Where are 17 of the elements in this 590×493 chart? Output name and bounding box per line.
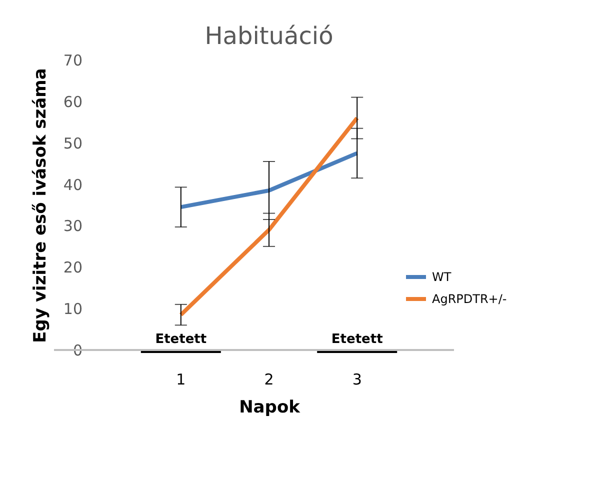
x-tick-label: 1	[176, 370, 186, 388]
annotation: Etetett	[155, 332, 207, 347]
x-tick-label: 2	[264, 370, 274, 388]
y-tick-label: 10	[63, 300, 82, 318]
legend-label: AgRPDTR+/-	[432, 292, 507, 306]
y-tick-label: 60	[63, 92, 82, 111]
y-tick-label: 50	[63, 134, 82, 152]
chart-title: Habituáció	[204, 22, 334, 50]
y-tick-label: 20	[63, 258, 82, 277]
y-tick-label: 30	[63, 217, 82, 236]
x-axis-title: Napok	[239, 398, 301, 418]
x-tick-label: 3	[352, 370, 362, 388]
legend-label: WT	[432, 270, 452, 284]
y-axis-title: Egy vizitre eső ivások száma	[30, 68, 50, 343]
annotation: Etetett	[331, 332, 383, 347]
y-tick-label: 70	[63, 52, 82, 70]
y-tick-label: 40	[63, 176, 82, 194]
